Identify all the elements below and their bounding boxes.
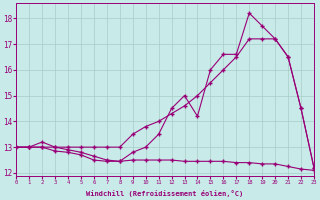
X-axis label: Windchill (Refroidissement éolien,°C): Windchill (Refroidissement éolien,°C) <box>86 190 244 197</box>
